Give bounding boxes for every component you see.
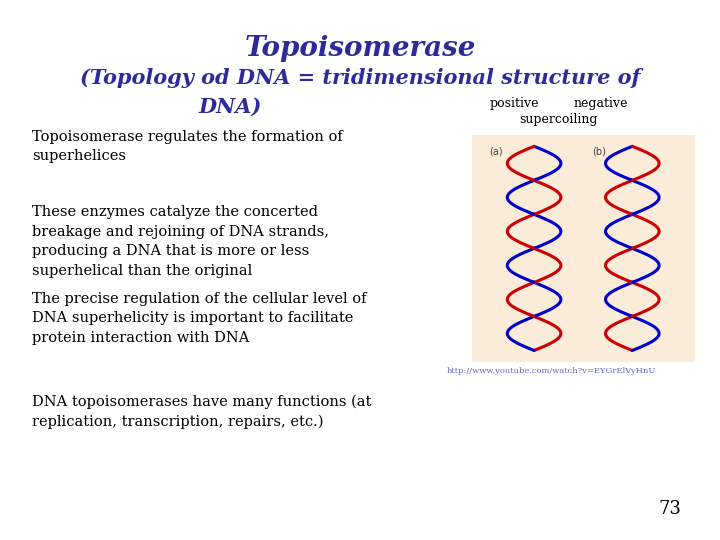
Text: DNA): DNA) [199, 97, 262, 117]
Text: 73: 73 [658, 501, 681, 518]
FancyBboxPatch shape [472, 135, 695, 362]
Text: The precise regulation of the cellular level of
DNA superhelicity is important t: The precise regulation of the cellular l… [32, 292, 367, 345]
Text: (Topology od DNA = tridimensional structure of: (Topology od DNA = tridimensional struct… [80, 68, 640, 87]
Text: negative: negative [574, 97, 629, 110]
Text: positive: positive [490, 97, 539, 110]
Text: DNA topoisomerases have many functions (at
replication, transcription, repairs, : DNA topoisomerases have many functions (… [32, 394, 372, 429]
Text: Topoisomerase regulates the formation of
superhelices: Topoisomerase regulates the formation of… [32, 130, 343, 163]
Text: http://www.youtube.com/watch?v=EYGrElVyHnU: http://www.youtube.com/watch?v=EYGrElVyH… [446, 367, 656, 375]
Text: Topoisomerase: Topoisomerase [244, 35, 476, 62]
Text: (a): (a) [490, 146, 503, 157]
Text: These enzymes catalyze the concerted
breakage and rejoining of DNA strands,
prod: These enzymes catalyze the concerted bre… [32, 205, 329, 278]
Text: (b): (b) [592, 146, 606, 157]
Text: supercoiling: supercoiling [518, 113, 598, 126]
